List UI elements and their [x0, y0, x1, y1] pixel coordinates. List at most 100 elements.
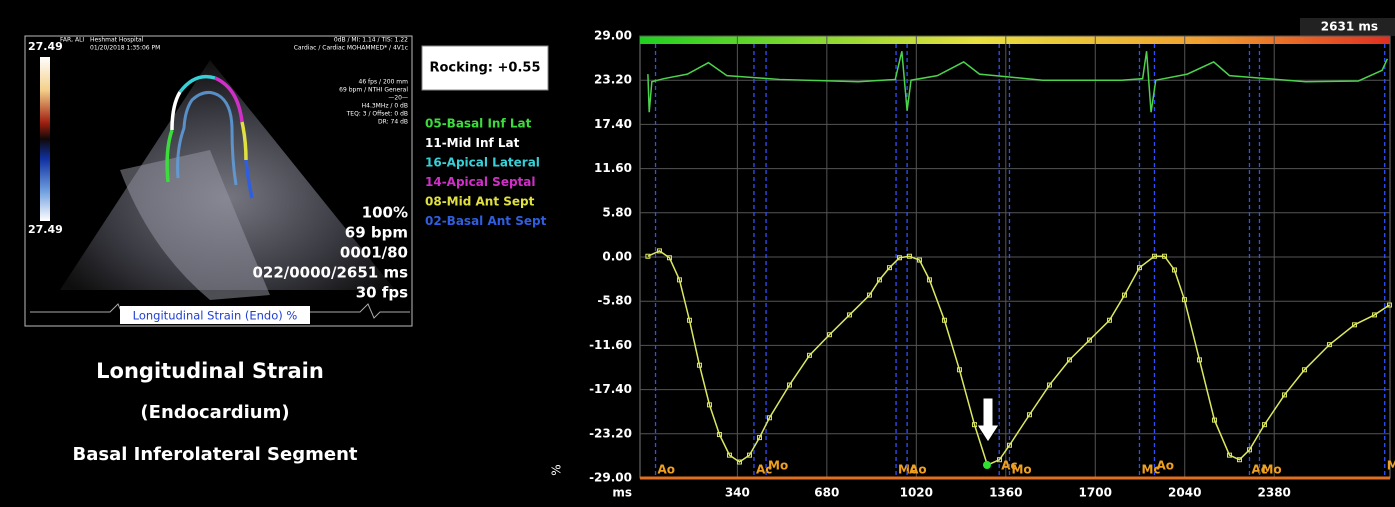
point: [1006, 442, 1012, 448]
echo-sector: [60, 60, 395, 290]
point: [1046, 382, 1052, 388]
point: [1261, 422, 1267, 428]
x-tick-label: 1700: [1079, 486, 1112, 500]
y-tick-label: -17.40: [589, 382, 632, 396]
event-label: Ac: [1251, 463, 1267, 477]
point: [726, 452, 732, 458]
scale-bottom: 27.49: [28, 223, 63, 236]
event-label: Ao: [909, 463, 927, 477]
point: [1301, 367, 1307, 373]
segment-label: 02-Basal Ant Sept: [425, 214, 547, 228]
trace: [240, 121, 248, 161]
highlight: [983, 461, 991, 469]
point: [1066, 357, 1072, 363]
y-tick-label: -23.20: [589, 426, 632, 440]
stat: 30 fps: [356, 284, 408, 302]
y-axis-label: %: [550, 464, 564, 475]
datetime: 01/20/2018 1:35:06 PM: [90, 45, 160, 52]
stat: 69 bpm: [345, 224, 408, 242]
trace: [214, 76, 244, 123]
point: [826, 332, 832, 338]
stat: 0001/80: [340, 244, 408, 262]
segment-label: 08-Mid Ant Sept: [425, 195, 535, 209]
point: [926, 277, 932, 283]
caption: Longitudinal Strain: [96, 359, 324, 383]
segment-label: 14-Apical Septal: [425, 175, 536, 189]
point: [1226, 452, 1232, 458]
y-tick-label: 29.00: [594, 29, 632, 43]
point: [1086, 337, 1092, 343]
header-right: Cardiac / Cardiac MOHAMMED* / 4V1c: [294, 45, 408, 52]
point: [1326, 342, 1332, 348]
event-label: Ao: [1156, 459, 1174, 473]
point: [996, 457, 1002, 463]
point: [941, 317, 947, 323]
patient: FAR, ALI: [60, 37, 84, 44]
point: [1246, 447, 1252, 453]
point: [1121, 292, 1127, 298]
point: [686, 317, 692, 323]
y-tick-label: 23.20: [594, 73, 632, 87]
point: [676, 277, 682, 283]
point: [1151, 253, 1157, 259]
hospital: Heshmat Hospital: [90, 37, 144, 44]
trace: [176, 90, 238, 186]
segment-label: 11-Mid Inf Lat: [425, 136, 520, 150]
setting: TEQ: 3 / Offset: 0 dB: [346, 111, 408, 118]
point: [896, 255, 902, 261]
point: [956, 367, 962, 373]
event-label: Mo: [1011, 463, 1031, 477]
point: [1211, 417, 1217, 423]
setting: DR: 74 dB: [378, 119, 408, 126]
series-line: [647, 51, 1389, 113]
scale-top: 27.49: [28, 40, 63, 53]
x-tick-label: 680: [814, 486, 839, 500]
trace: [165, 129, 174, 183]
setting: H4.3MHz / 0 dB: [362, 103, 408, 110]
setting: 46 fps / 200 mm: [359, 79, 409, 86]
rocking: Rocking: +0.55: [429, 61, 540, 76]
point: [1181, 297, 1187, 303]
setting: —20—: [388, 95, 408, 102]
event-label: Mo: [1261, 463, 1281, 477]
series-line: [647, 250, 1390, 467]
stat: 100%: [362, 204, 408, 222]
point: [706, 402, 712, 408]
y-tick-label: -29.00: [589, 471, 632, 485]
event-label: Mc: [1387, 459, 1395, 473]
caption: Basal Inferolateral Segment: [73, 444, 358, 465]
point: [1106, 317, 1112, 323]
segment-label: 16-Apical Lateral: [425, 156, 540, 170]
duration: 2631 ms: [1321, 20, 1378, 34]
point: [1351, 322, 1357, 328]
event-label: Mc: [898, 463, 917, 477]
point: [736, 459, 742, 465]
caption-box: [120, 306, 310, 324]
point: [866, 292, 872, 298]
point: [906, 253, 912, 259]
event-label: Ao: [658, 463, 676, 477]
x-tick-label: 1020: [900, 486, 933, 500]
point: [1136, 265, 1142, 271]
point: [886, 265, 892, 271]
duration-box: [1300, 18, 1395, 36]
x-axis-label: ms: [612, 486, 632, 500]
caption: (Endocardium): [140, 402, 289, 423]
event-label: Ac: [756, 463, 772, 477]
x-tick-label: 340: [725, 486, 750, 500]
y-tick-label: 11.60: [594, 161, 632, 175]
point: [1171, 267, 1177, 273]
y-tick-label: 5.80: [602, 205, 632, 219]
color-scale: [40, 57, 50, 221]
point: [846, 312, 852, 318]
point: [1161, 253, 1167, 259]
point: [1281, 392, 1287, 398]
point: [716, 432, 722, 438]
event-label: Mc: [1141, 463, 1160, 477]
y-tick-label: -5.80: [597, 294, 632, 308]
x-tick-label: 2040: [1168, 486, 1201, 500]
point: [766, 415, 772, 421]
rocking-box: [421, 45, 549, 91]
point: [806, 352, 812, 358]
